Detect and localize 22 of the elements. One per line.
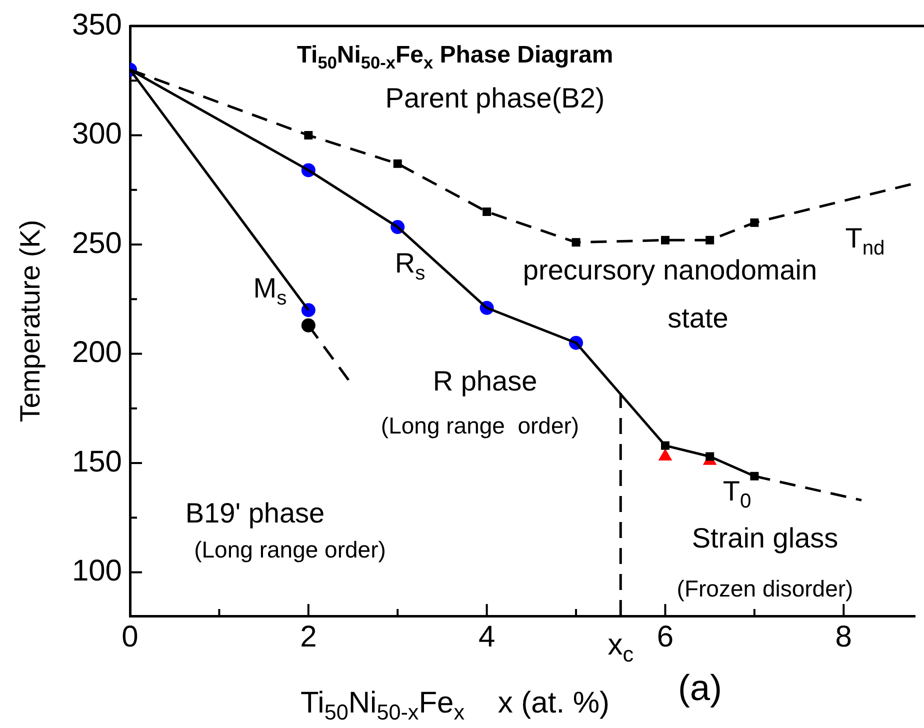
annotation: precursory nanodomain: [522, 254, 818, 286]
annotation: (Long range order): [380, 412, 580, 438]
x-tick-label: 2: [300, 620, 317, 654]
annotation: (Frozen disorder): [676, 575, 854, 602]
annotation: Parent phase(B2): [385, 82, 605, 114]
annotation: state: [668, 302, 728, 334]
x-tick-label: 8: [835, 620, 852, 654]
y-tick-label: 250: [72, 226, 122, 260]
y-tick-label: 100: [72, 554, 122, 588]
y-tick-label: 350: [72, 8, 122, 42]
annotation: R phase: [432, 366, 538, 397]
y-axis-title: Temperature (K): [14, 220, 46, 422]
annotation: (Long range order): [194, 536, 386, 562]
annotation: Strain glass: [692, 522, 838, 554]
annotation: B19' phase: [185, 498, 325, 529]
y-tick-label: 150: [72, 445, 122, 478]
x-tick-label: 4: [478, 620, 496, 654]
y-tick-label: 300: [72, 118, 122, 151]
x-tick-label: 6: [656, 620, 674, 654]
x-tick-label: 0: [122, 620, 138, 654]
y-tick-label: 200: [72, 336, 122, 370]
text: (a): [678, 666, 722, 708]
